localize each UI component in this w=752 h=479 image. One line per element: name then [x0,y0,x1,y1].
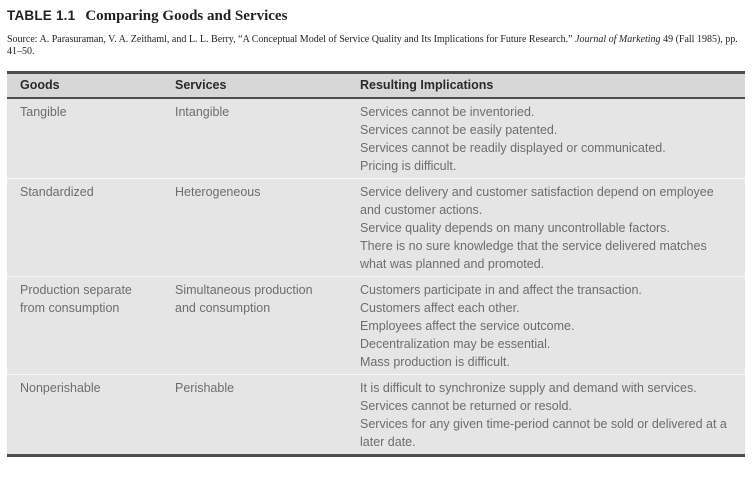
table-row-tangible: Tangible Intangible Services cannot be i… [7,99,745,178]
implication-item: Services cannot be easily patented. [360,123,558,137]
implications-cell: Services cannot be inventoried. Services… [360,103,745,175]
implication-item: Mass production is difficult. [360,355,510,369]
implications-cell: It is difficult to synchronize supply an… [360,379,745,451]
table-number: TABLE 1.1 [7,8,76,23]
implication-item: Service delivery and customer satisfacti… [360,185,714,217]
source-volume-pages: 49 (Fall 1985), pp. 41–50. [7,34,738,57]
table-row-production-separate: Production separate from consumption Sim… [7,276,745,374]
page-title: Comparing Goods and Services [85,8,288,24]
services-cell: Perishable [175,381,235,395]
implications-cell: Customers participate in and affect the … [360,281,745,371]
goods-cell: Production separate from consumption [20,283,132,315]
table-caption: TABLE 1.1 Comparing Goods and Services [0,0,752,25]
column-header-resulting-implications: Resulting Implications [360,78,494,92]
implication-item: Decentralization may be essential. [360,337,551,351]
implication-item: It is difficult to synchronize supply an… [360,381,697,395]
goods-cell: Standardized [20,185,94,199]
implication-item: Customers affect each other. [360,301,520,315]
implication-item: Services cannot be inventoried. [360,105,535,119]
services-cell: Intangible [175,105,230,119]
implication-item: There is no sure knowledge that the serv… [360,239,707,271]
source-citation: Source: A. Parasuraman, V. A. Zeithaml, … [7,34,748,57]
implication-item: Services for any given time-period canno… [360,417,727,449]
implication-item: Service quality depends on many uncontro… [360,221,670,235]
implication-item: Pricing is difficult. [360,159,457,173]
goods-cell: Nonperishable [20,381,101,395]
table-row-standardized: Standardized Heterogeneous Service deliv… [7,178,745,276]
implications-cell: Service delivery and customer satisfacti… [360,183,745,273]
implication-item: Customers participate in and affect the … [360,283,642,297]
goods-services-comparison-table: Goods Services Resulting Implications Ta… [7,71,745,457]
source-text: Source: A. Parasuraman, V. A. Zeithaml, … [7,34,576,45]
source-journal-name: Journal of Marketing [575,34,661,45]
column-header-goods: Goods [20,78,60,92]
column-header-services: Services [175,78,227,92]
implication-item: Employees affect the service outcome. [360,319,575,333]
implication-item: Services cannot be returned or resold. [360,399,572,413]
services-cell: Heterogeneous [175,185,261,199]
goods-cell: Tangible [20,105,67,119]
services-cell: Simultaneous production and consumption [175,283,313,315]
implication-item: Services cannot be readily displayed or … [360,141,666,155]
table-header-row: Goods Services Resulting Implications [7,74,745,99]
table-row-nonperishable: Nonperishable Perishable It is difficult… [7,374,745,454]
